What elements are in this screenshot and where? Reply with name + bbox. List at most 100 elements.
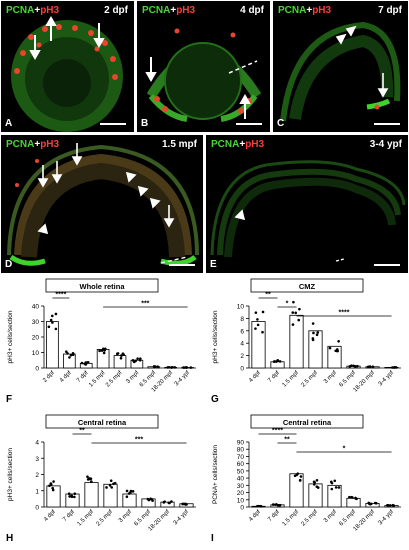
y-tick-label: 10 <box>237 304 245 311</box>
data-point <box>259 505 263 508</box>
data-point <box>150 497 153 501</box>
data-point <box>51 321 54 324</box>
data-point <box>90 480 93 483</box>
data-point <box>184 366 188 369</box>
retina-1-5mpf-image <box>7 143 199 266</box>
data-point <box>98 349 101 353</box>
chart-h: Central retina 0 1 2 3 4 pH3+ cells/section 4 d… <box>0 412 204 549</box>
data-point <box>48 484 51 488</box>
panel-letter: C <box>277 118 285 129</box>
title-box <box>45 414 159 429</box>
data-point <box>315 478 319 482</box>
bar <box>122 493 137 508</box>
scale-bar <box>169 264 195 266</box>
data-point <box>105 486 108 489</box>
age-label: 2 dpf <box>104 5 128 16</box>
data-point <box>168 501 171 505</box>
data-point <box>271 503 275 506</box>
data-point <box>388 504 392 507</box>
data-point <box>371 365 375 369</box>
x-tick-label: 3 mpf <box>323 509 338 524</box>
significance-label: * <box>286 301 289 308</box>
data-point <box>108 484 112 487</box>
bar <box>327 484 342 508</box>
data-point <box>337 486 341 489</box>
data-point <box>330 487 334 491</box>
x-tick-label: 2.5 mpf <box>301 509 320 528</box>
data-point <box>256 504 259 508</box>
y-tick-label: 8 <box>240 316 244 323</box>
bar <box>160 501 175 508</box>
data-point <box>127 492 131 495</box>
x-tick-label: 6.5 mpf <box>339 509 358 528</box>
data-point <box>132 360 136 364</box>
data-point <box>146 497 150 501</box>
x-tick-label: 3 mpf <box>323 370 338 385</box>
x-tick-label: 1.5 mpf <box>77 509 96 528</box>
bar <box>46 485 61 508</box>
chart-letter: G <box>211 394 219 405</box>
y-tick-label: 0 <box>35 366 39 373</box>
panel-letter: A <box>5 118 13 129</box>
data-point <box>125 489 129 493</box>
data-point <box>121 352 125 355</box>
y-axis-label: pH3+ cells/section <box>212 310 219 363</box>
x-tick-label: 18-20 mpf <box>353 370 377 394</box>
x-tick-label: 18-20 mpf <box>148 509 172 533</box>
data-point <box>68 356 71 359</box>
data-point <box>298 479 302 482</box>
data-point <box>312 483 316 486</box>
x-tick-label: 7 dpf <box>76 370 90 384</box>
x-tick-label: 3-4 ypf <box>378 370 395 387</box>
bar <box>365 502 380 508</box>
x-tick-label: 3-4 ypf <box>174 370 191 387</box>
significance-label: ** <box>79 428 85 435</box>
data-point <box>83 362 87 366</box>
data-point <box>350 495 353 499</box>
chart-g: CMZ 0 2 4 6 8 10 pH3+ cells/section 4 dpf 7 dpf 1.… <box>205 276 409 410</box>
age-label: 4 dpf <box>240 5 264 16</box>
y-tick-label: 20 <box>32 335 40 342</box>
scale-bar <box>374 123 400 125</box>
x-tick-label: 4 dpf <box>248 370 262 384</box>
chart-letter: I <box>211 533 214 544</box>
data-point <box>313 481 316 484</box>
bar <box>270 361 285 369</box>
chart-title: Central retina <box>78 418 127 427</box>
data-point <box>348 495 351 499</box>
data-point <box>162 501 166 504</box>
data-point <box>170 366 173 369</box>
data-point <box>112 482 115 486</box>
data-point <box>355 497 358 501</box>
data-point <box>334 486 338 489</box>
data-point <box>73 492 77 496</box>
data-point <box>110 486 113 489</box>
data-point <box>49 482 53 485</box>
data-point <box>50 314 54 318</box>
data-point <box>275 503 278 506</box>
significance-label: *** <box>135 437 143 444</box>
y-tick-label: 2 <box>240 353 244 360</box>
data-point <box>51 486 54 490</box>
data-point <box>312 331 315 335</box>
age-label: 1.5 mpf <box>161 139 197 150</box>
chart-title: Central retina <box>283 418 332 427</box>
x-tick-label: 2.5 mpf <box>105 370 124 389</box>
chart-f-svg: Whole retina 0 10 20 30 40 pH3+ cells/section 2… <box>7 278 196 394</box>
data-point <box>181 502 184 506</box>
y-tick-label: 20 <box>237 490 245 497</box>
data-point <box>254 311 258 314</box>
chart-f: Whole retina 0 10 20 30 40 pH3+ cells/section 2… <box>0 276 204 410</box>
data-point <box>278 360 282 363</box>
data-point <box>311 338 315 342</box>
y-tick-label: 0 <box>240 505 244 512</box>
data-point <box>328 346 332 350</box>
significance-label: ** <box>284 437 290 444</box>
y-tick-label: 80 <box>237 447 245 454</box>
data-point <box>88 477 91 480</box>
x-tick-label: 4 dpf <box>59 370 73 384</box>
scale-bar <box>374 264 400 266</box>
data-point <box>291 311 295 314</box>
data-point <box>54 312 58 316</box>
